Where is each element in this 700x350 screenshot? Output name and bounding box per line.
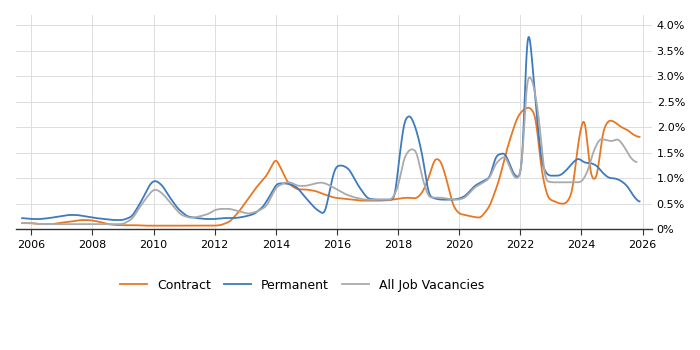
Legend: Contract, Permanent, All Job Vacancies: Contract, Permanent, All Job Vacancies [115,274,489,297]
All Job Vacancies [509,172,517,176]
All Job Vacancies [498,156,506,160]
Permanent [636,199,644,203]
Permanent [113,218,122,222]
All Job Vacancies [289,182,298,186]
Permanent [511,173,519,177]
Contract [290,186,299,190]
All Job Vacancies [267,195,275,199]
Contract [81,218,90,222]
Permanent [81,214,90,218]
All Job Vacancies [18,221,27,225]
Line: All Job Vacancies: All Job Vacancies [22,77,636,224]
Contract [148,224,156,228]
Contract [636,135,644,139]
Permanent [18,216,27,220]
Contract [268,162,277,167]
Permanent [442,197,451,202]
Permanent [290,184,299,188]
All Job Vacancies [632,160,640,164]
All Job Vacancies [440,196,449,200]
Contract [511,121,519,125]
Contract [442,178,451,182]
Contract [18,221,27,225]
Permanent [500,152,508,156]
Contract [500,158,508,162]
All Job Vacancies [44,222,52,226]
Line: Contract: Contract [22,108,640,226]
All Job Vacancies [81,222,90,226]
Line: Permanent: Permanent [22,37,640,220]
Permanent [525,35,533,39]
Permanent [268,189,277,194]
Contract [524,106,533,110]
All Job Vacancies [525,75,533,79]
